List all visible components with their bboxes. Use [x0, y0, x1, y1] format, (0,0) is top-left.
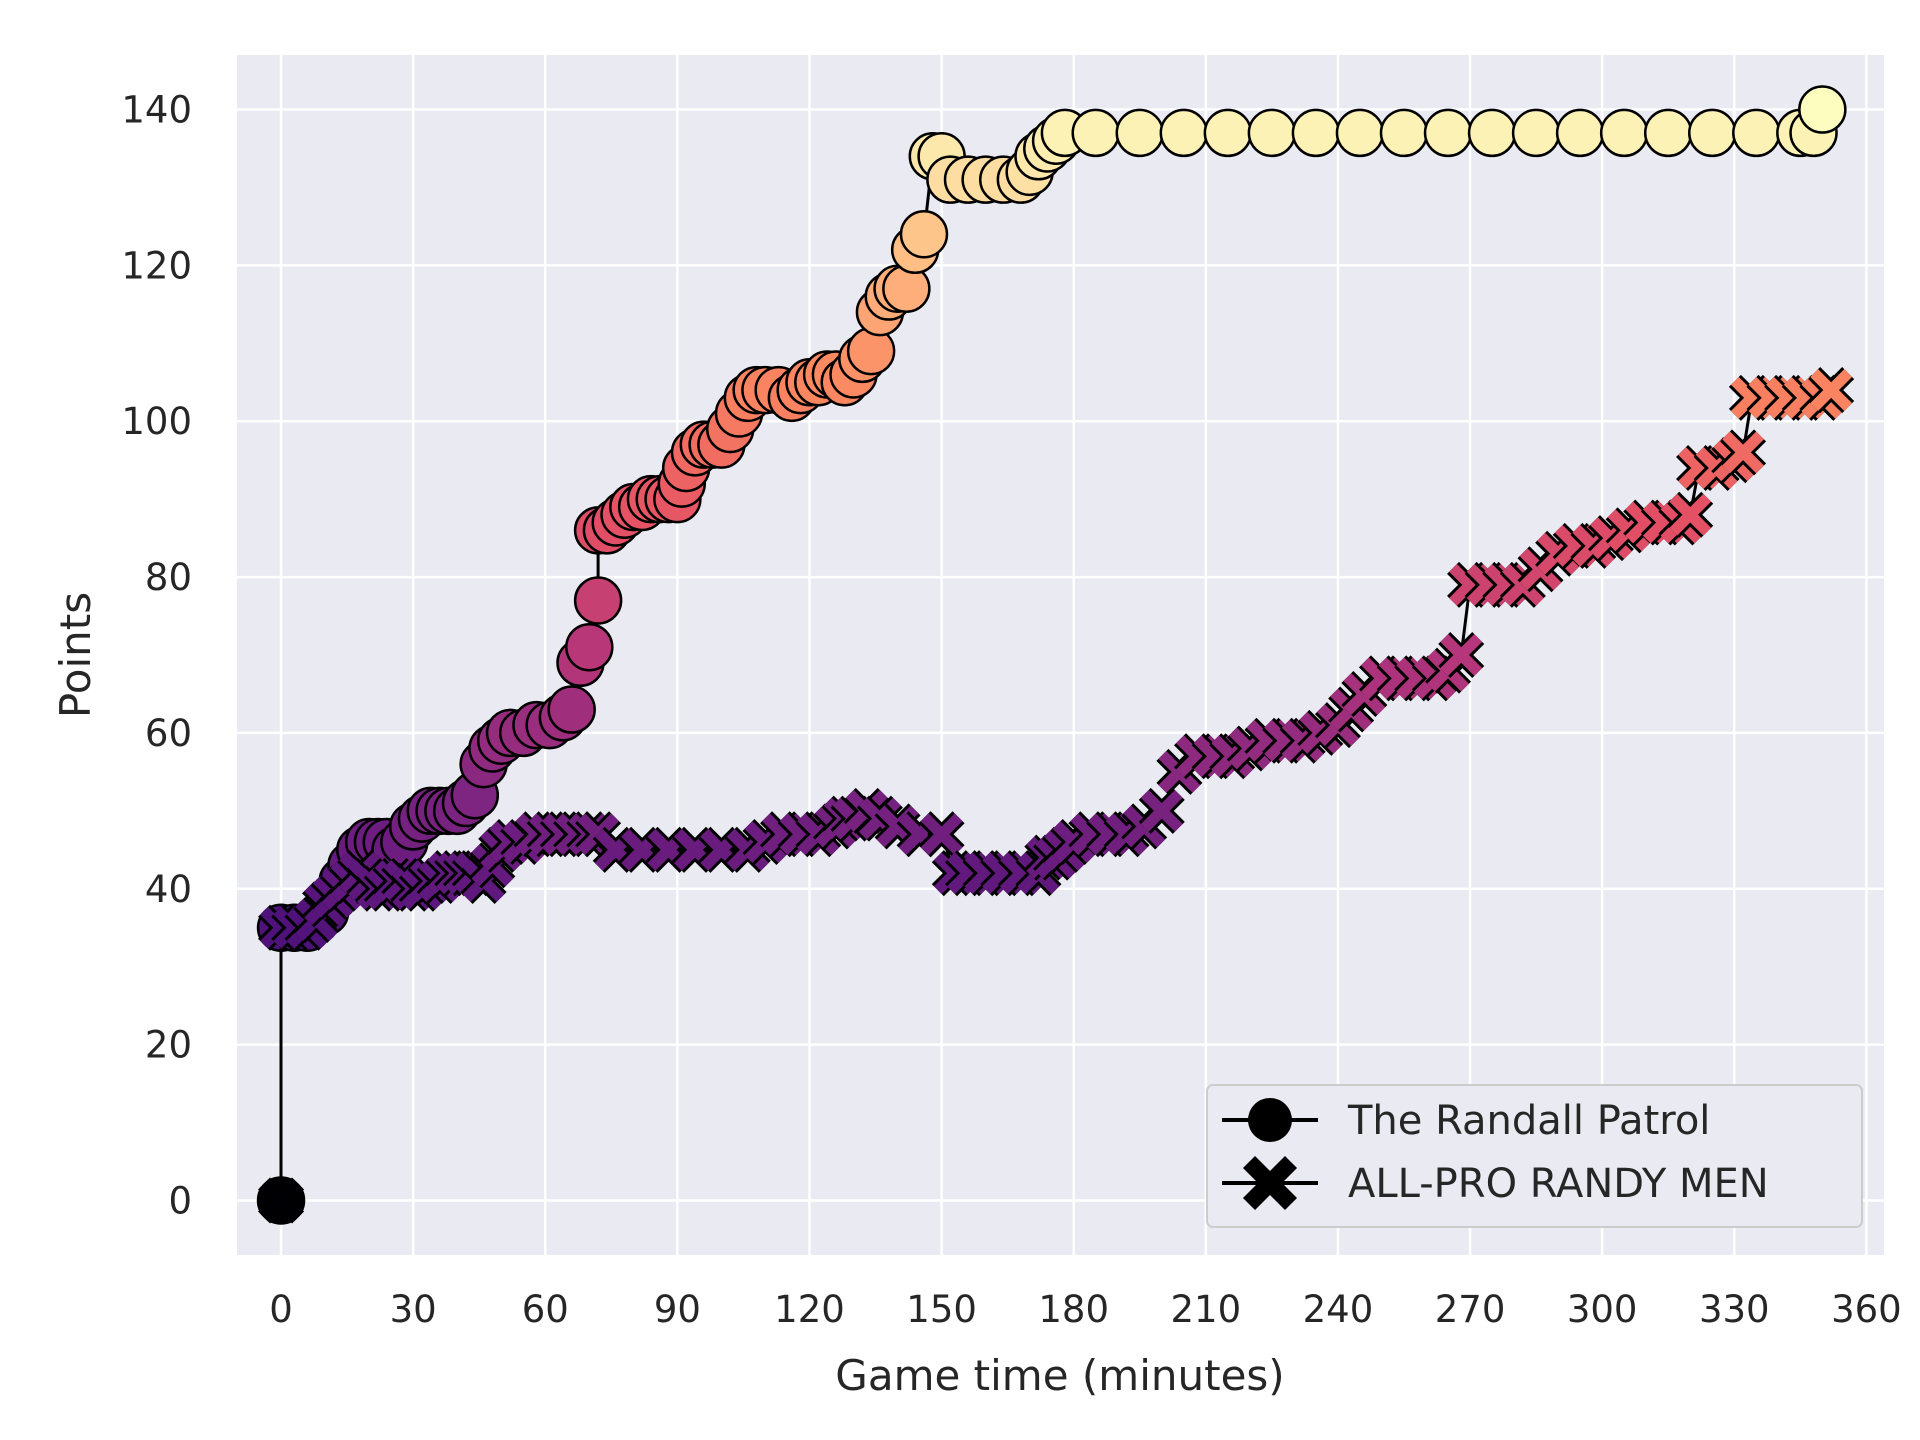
data-point — [1379, 108, 1429, 158]
data-point — [573, 576, 623, 625]
legend: The Randall Patrol ALL-PRO RANDY MEN — [1206, 1084, 1863, 1228]
data-point — [918, 811, 965, 858]
data-point — [1335, 108, 1385, 158]
legend-label-allpro: ALL-PRO RANDY MEN — [1348, 1161, 1769, 1207]
data-point — [1438, 631, 1485, 679]
legend-marker-circle — [1248, 1098, 1292, 1142]
data-point — [1555, 108, 1605, 158]
data-point — [547, 685, 596, 734]
x-tick-label: 180 — [1038, 1288, 1109, 1331]
x-tick-label: 120 — [774, 1288, 845, 1331]
x-tick-label: 0 — [269, 1288, 293, 1331]
legend-label-randall: The Randall Patrol — [1347, 1098, 1710, 1144]
x-tick-label: 60 — [522, 1288, 569, 1331]
data-point — [899, 209, 949, 259]
data-point — [1720, 429, 1767, 476]
data-point — [1643, 108, 1693, 158]
data-point — [1071, 108, 1120, 158]
x-tick-label: 360 — [1831, 1288, 1902, 1331]
x-tick-label: 90 — [654, 1288, 701, 1331]
x-tick-label: 330 — [1699, 1288, 1770, 1331]
y-tick-label: 100 — [121, 400, 192, 443]
data-point — [1511, 108, 1561, 158]
data-point — [1808, 367, 1855, 414]
data-point — [1599, 108, 1649, 158]
x-tick-label: 300 — [1567, 1288, 1638, 1331]
y-tick-label: 140 — [121, 89, 192, 132]
data-point — [1115, 108, 1165, 158]
legend-marker-x — [1242, 1155, 1298, 1211]
legend-frame — [1206, 1084, 1863, 1228]
data-point — [1159, 108, 1209, 158]
x-tick-label: 270 — [1435, 1288, 1506, 1331]
data-point — [565, 622, 614, 672]
y-tick-label: 80 — [145, 556, 192, 599]
x-tick-label: 240 — [1303, 1288, 1374, 1331]
data-point — [1423, 108, 1473, 158]
data-point — [1688, 108, 1737, 158]
y-axis-title: Points — [51, 592, 100, 718]
plot-area-background — [237, 55, 1884, 1255]
y-tick-label: 120 — [121, 244, 192, 287]
y-tick-labels: 0 20 40 60 80 100 120 140 — [121, 89, 192, 1223]
x-tick-label: 30 — [390, 1288, 437, 1331]
y-tick-label: 20 — [145, 1024, 192, 1067]
data-point — [1667, 491, 1714, 538]
data-point — [1798, 85, 1847, 134]
data-point — [1203, 108, 1253, 158]
x-axis-title: Game time (minutes) — [835, 1351, 1284, 1400]
y-tick-label: 60 — [145, 712, 192, 755]
data-series — [256, 85, 1855, 1225]
x-tick-labels: 0 30 60 90 120 150 180 210 240 270 300 330 360 — [269, 1288, 1901, 1331]
data-point — [1247, 108, 1297, 158]
series-all-pro-randy-men — [258, 367, 1855, 1224]
data-point — [1291, 108, 1341, 158]
x-tick-label: 210 — [1171, 1288, 1242, 1331]
data-point — [1467, 108, 1517, 158]
data-point — [258, 1177, 305, 1224]
data-point — [1138, 787, 1185, 834]
y-tick-label: 0 — [168, 1179, 192, 1222]
x-tick-label: 150 — [906, 1288, 977, 1331]
y-tick-label: 40 — [145, 868, 192, 911]
data-point — [1732, 108, 1781, 158]
